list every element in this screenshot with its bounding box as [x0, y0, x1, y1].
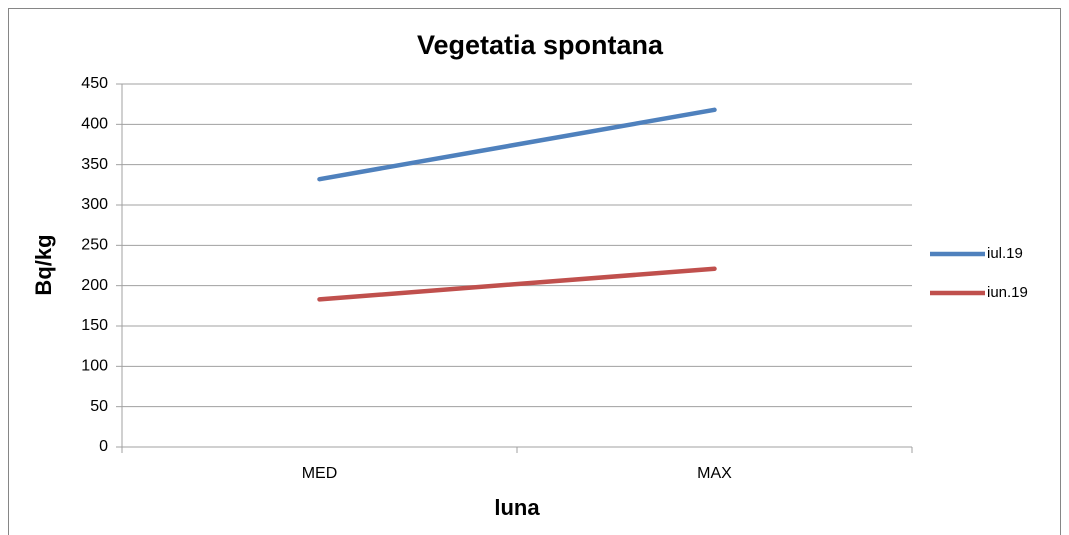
legend-label: iun.19: [987, 284, 1028, 301]
y-tick-label: 100: [81, 358, 108, 375]
legend-label: iul.19: [987, 245, 1023, 262]
y-tick-label: 50: [90, 398, 108, 415]
y-tick-label: 0: [99, 438, 108, 455]
x-tick-label: MED: [302, 465, 338, 482]
y-tick-label: 350: [81, 156, 108, 173]
chart-title: Vegetatia spontana: [417, 30, 664, 60]
y-tick-label: 150: [81, 317, 108, 334]
series-line: [317, 266, 717, 302]
y-tick-label: 200: [81, 277, 108, 294]
chart-border: [8, 8, 1061, 535]
series-line: [317, 107, 717, 182]
x-axis-label: luna: [494, 495, 540, 520]
x-tick-label: MAX: [697, 465, 732, 482]
y-axis-label: Bq/kg: [31, 234, 56, 295]
y-tick-label: 300: [81, 196, 108, 213]
y-tick-label: 250: [81, 237, 108, 254]
y-tick-label: 450: [81, 75, 108, 92]
y-tick-label: 400: [81, 116, 108, 133]
